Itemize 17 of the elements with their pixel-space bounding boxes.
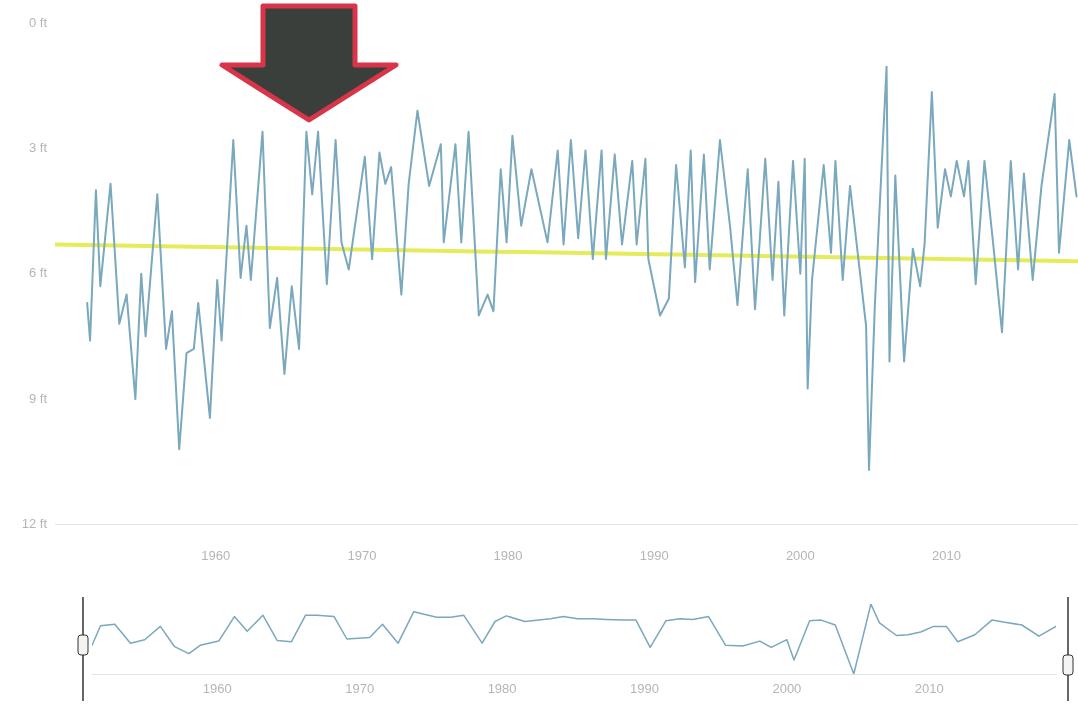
x-tick-label: 1970	[345, 681, 375, 697]
x-tick-label: 2000	[785, 547, 815, 563]
x-tick-label: 2010	[914, 681, 944, 697]
x-tick-label: 2010	[932, 547, 961, 563]
x-tick-label: 2000	[772, 681, 802, 697]
y-tick-label: 3 ft	[28, 139, 48, 155]
x-tick-label: 1960	[202, 681, 232, 697]
y-tick-label: 9 ft	[28, 390, 48, 406]
x-tick-label: 1990	[630, 681, 659, 697]
x-tick-label: 1980	[493, 547, 523, 563]
y-tick-label: 6 ft	[28, 265, 48, 281]
x-tick-label: 1980	[487, 681, 517, 697]
x-tick-label: 1960	[201, 547, 231, 563]
y-tick-label: 0 ft	[28, 14, 48, 30]
y-tick-label: 12 ft	[21, 515, 48, 531]
x-tick-label: 1970	[347, 547, 377, 563]
x-tick-label: 1990	[639, 547, 669, 563]
